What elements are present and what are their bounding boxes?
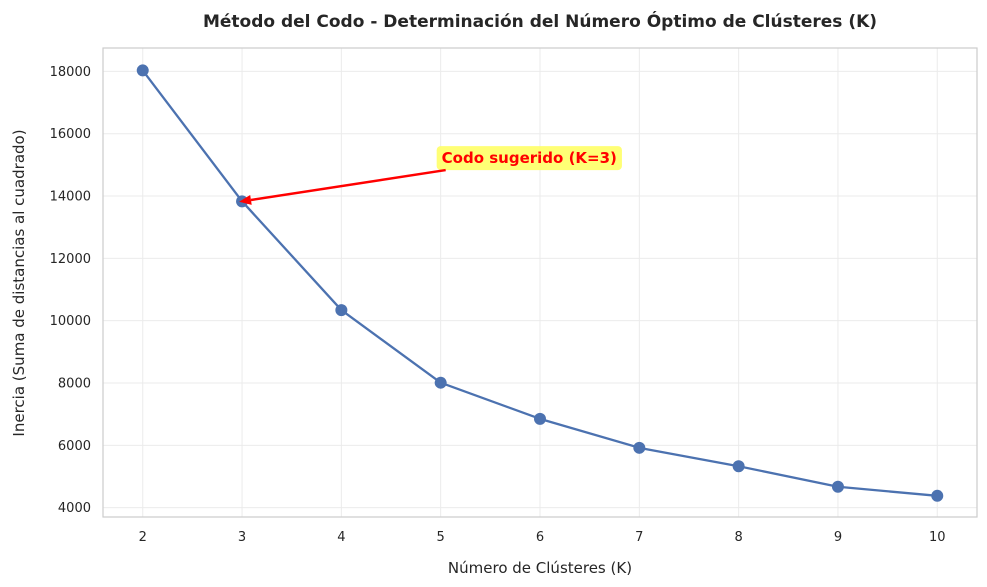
y-tick-label: 6000 — [58, 439, 91, 454]
data-point — [434, 376, 447, 389]
annotation-arrowhead — [239, 195, 252, 205]
data-point — [831, 480, 844, 493]
tick-labels: 2 3 4 5 6 7 8 9 10 4000 6000 8000 10000 12000 14000 160… — [50, 65, 946, 545]
y-tick-label: 14000 — [50, 190, 91, 205]
y-tick-label: 10000 — [50, 314, 91, 329]
data-point — [534, 412, 546, 425]
grid-lines — [103, 48, 977, 517]
x-tick-label: 9 — [834, 530, 842, 545]
data-point — [633, 441, 646, 454]
data-point — [136, 64, 149, 77]
data-point — [732, 460, 745, 473]
y-tick-label: 12000 — [50, 252, 91, 267]
chart-title: Método del Codo - Determinación del Núme… — [203, 10, 877, 32]
plot-frame — [102, 47, 978, 518]
annotation-box — [436, 146, 622, 171]
data-point — [335, 304, 348, 317]
annotation: Codo sugerido (K=3) — [239, 146, 622, 205]
x-tick-label: 10 — [929, 530, 946, 545]
x-tick-label: 5 — [437, 530, 445, 545]
x-tick-label: 7 — [635, 530, 643, 545]
x-axis-label: Número de Clústeres (K) — [448, 559, 632, 577]
y-tick-label: 8000 — [58, 377, 91, 392]
x-tick-label: 6 — [536, 530, 544, 545]
y-tick-label: 16000 — [50, 127, 91, 142]
annotation-text: Codo sugerido (K=3) — [442, 149, 617, 167]
y-axis-label: Inercia (Suma de distancias al cuadrado) — [10, 129, 28, 436]
x-tick-label: 4 — [337, 530, 345, 545]
x-tick-label: 2 — [139, 530, 147, 545]
x-tick-label: 3 — [238, 530, 246, 545]
y-tick-label: 18000 — [50, 65, 91, 80]
data-point — [931, 489, 944, 502]
y-tick-label: 4000 — [58, 501, 91, 516]
annotation-arrow — [250, 168, 446, 202]
x-tick-label: 8 — [734, 530, 742, 545]
